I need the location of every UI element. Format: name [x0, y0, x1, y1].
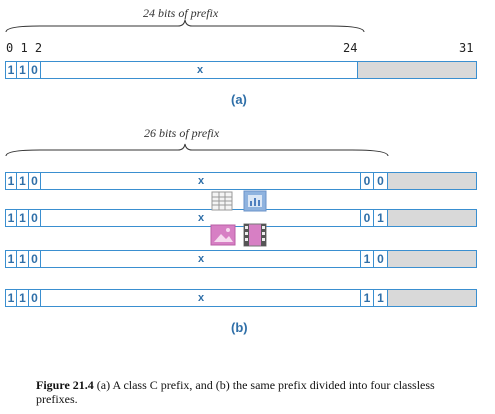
bit-cell: 1 [6, 251, 17, 267]
suffix-gray-b-1 [387, 172, 477, 190]
bit-cell: 0 [377, 174, 384, 188]
bit-pos-24: 24 [343, 41, 358, 55]
address-row-b-1: 1 1 0 x [5, 172, 361, 190]
bit-cell: 0 [361, 210, 374, 226]
figure-caption: Figure 21.4 (a) A class C prefix, and (b… [36, 378, 476, 406]
host-x-label: x [197, 253, 205, 265]
suffix-bits-b-3: 1 0 [360, 250, 388, 268]
part-b-label: (b) [231, 320, 248, 335]
figure-number: Figure 21.4 [36, 378, 94, 392]
bit-cell: 1 [6, 62, 17, 78]
address-row-b-4: 1 1 0 x [5, 289, 361, 307]
bit-cell: 0 [361, 173, 374, 189]
bit-pos-31: 31 [459, 41, 474, 55]
bit-cell: 1 [377, 291, 384, 305]
figure-caption-text: (a) A class C prefix, and (b) the same p… [36, 378, 435, 406]
bit-cell: 1 [6, 210, 17, 226]
bit-cell: 1 [17, 290, 29, 306]
bit-cell: 1 [17, 173, 29, 189]
bit-cell: 0 [377, 252, 384, 266]
suffix-gray-b-4 [387, 289, 477, 307]
bit-cell: 1 [377, 211, 384, 225]
bit-cell: 0 [29, 290, 41, 306]
bit-cell: 0 [29, 251, 41, 267]
host-x-label: x [197, 175, 205, 187]
bit-cell: 1 [17, 210, 29, 226]
bit-cell: 0 [29, 210, 41, 226]
table-icon [211, 191, 233, 211]
bit-cell: 1 [361, 251, 374, 267]
film-icon [243, 223, 267, 247]
image-icon [210, 224, 236, 246]
address-row-b-2: 1 1 0 x [5, 209, 361, 227]
suffix-bits-b-4: 1 1 [360, 289, 388, 307]
suffix-bits-b-1: 0 0 [360, 172, 388, 190]
bit-pos-0-1-2: 0 1 2 [6, 41, 43, 55]
bit-cell: 1 [17, 62, 29, 78]
brace-a [5, 19, 365, 33]
host-x-label: x [196, 64, 204, 76]
part-a-label: (a) [231, 92, 247, 107]
suffix-gray-b-2 [387, 209, 477, 227]
bit-cell: 1 [361, 290, 374, 306]
address-row-b-3: 1 1 0 x [5, 250, 361, 268]
brace-label-b: 26 bits of prefix [144, 126, 220, 140]
suffix-gray-a [357, 61, 477, 79]
host-x-label: x [197, 212, 205, 224]
bit-cell: 1 [6, 290, 17, 306]
bar-chart-icon [243, 190, 267, 212]
suffix-gray-b-3 [387, 250, 477, 268]
bit-cell: 0 [29, 62, 41, 78]
suffix-bits-b-2: 0 1 [360, 209, 388, 227]
brace-b [5, 143, 389, 157]
bit-cell: 1 [17, 251, 29, 267]
bit-cell: 0 [29, 173, 41, 189]
address-row-a: 1 1 0 x [5, 61, 358, 79]
brace-label-a: 24 bits of prefix [143, 6, 219, 20]
bit-cell: 1 [6, 173, 17, 189]
host-x-label: x [197, 292, 205, 304]
